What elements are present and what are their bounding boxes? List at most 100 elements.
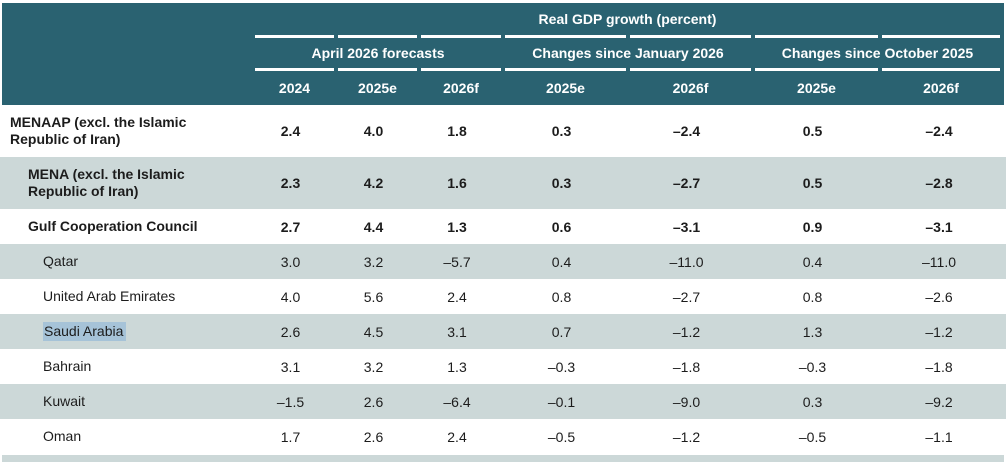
table-row-menaap: MENAAP (excl. the Islamic Republic of Ir… xyxy=(0,105,1006,157)
table-row-kuwait: Kuwait –1.5 2.6 –6.4 –0.1 –9.0 0.3 –9.2 xyxy=(0,384,1006,419)
value-cell: –1.8 xyxy=(672,358,701,375)
value-cell: 4.5 xyxy=(363,323,384,340)
row-label: Saudi Arabia xyxy=(0,321,249,341)
partial-next-row xyxy=(2,455,1004,462)
header-rule-row xyxy=(2,68,1004,71)
value-cell: –3.1 xyxy=(925,218,953,235)
value-cell: 0.6 xyxy=(551,218,572,235)
table-row-saudi-arabia: Saudi Arabia 2.6 4.5 3.1 0.7 –1.2 1.3 –1… xyxy=(0,314,1006,349)
value-cell: –3.1 xyxy=(672,218,701,235)
value-cell: 0.8 xyxy=(551,288,572,305)
rule-spacer xyxy=(2,35,253,38)
value-cell: –2.7 xyxy=(672,175,701,191)
column-header-2024: 2024 xyxy=(278,80,311,96)
value-cell: 3.0 xyxy=(280,253,301,270)
rule-segment xyxy=(338,68,417,71)
value-cell: 0.4 xyxy=(802,253,823,270)
value-cell: 0.5 xyxy=(802,123,823,139)
value-cell: 2.3 xyxy=(280,175,301,191)
column-header-2026f: 2026f xyxy=(443,80,479,96)
value-cell: 2.7 xyxy=(280,218,301,235)
value-cell: 3.1 xyxy=(447,323,467,340)
row-label: Gulf Cooperation Council xyxy=(28,217,198,234)
value-cell: 1.3 xyxy=(447,218,467,235)
value-cell: –2.4 xyxy=(925,123,953,139)
row-label: Oman xyxy=(43,427,82,444)
value-cell: 0.9 xyxy=(802,218,823,235)
row-label: Bahrain xyxy=(43,357,92,374)
value-cell: 4.4 xyxy=(363,218,384,235)
value-cell: –2.6 xyxy=(925,288,953,305)
value-cell: –1.2 xyxy=(672,428,701,445)
value-cell: 0.3 xyxy=(802,393,823,410)
table-title-row: Real GDP growth (percent) xyxy=(2,3,1004,35)
value-cell: –0.1 xyxy=(547,393,576,410)
table-row-qatar: Qatar 3.0 3.2 –5.7 0.4 –11.0 0.4 –11.0 xyxy=(0,244,1006,279)
value-cell: 4.2 xyxy=(363,175,384,191)
value-cell: –1.1 xyxy=(925,428,953,445)
rule-segment xyxy=(421,35,501,38)
value-cell: –0.5 xyxy=(547,428,576,445)
rule-segment xyxy=(630,35,751,38)
row-label: Kuwait xyxy=(43,392,86,409)
row-label: MENA (excl. the Islamic Republic of Iran… xyxy=(28,165,185,200)
value-cell: 2.6 xyxy=(363,428,384,445)
rule-segment xyxy=(505,35,626,38)
value-cell: –2.7 xyxy=(672,288,701,305)
value-cell: –11.0 xyxy=(922,253,956,270)
table-header: Real GDP growth (percent) April 2026 for… xyxy=(2,3,1004,105)
value-cell: –2.4 xyxy=(672,123,701,139)
value-cell: 0.3 xyxy=(551,175,572,191)
year-header-row: 2024 2025e 2026f 2025e 2026f 2025e 2026f xyxy=(2,71,1004,105)
value-cell: 0.4 xyxy=(551,253,572,270)
rule-segment xyxy=(338,35,417,38)
gdp-growth-table: Real GDP growth (percent) April 2026 for… xyxy=(0,3,1006,463)
rule-segment xyxy=(255,35,334,38)
value-cell: 1.3 xyxy=(447,358,467,375)
table-row-mena: MENA (excl. the Islamic Republic of Iran… xyxy=(0,157,1006,209)
value-cell: –1.8 xyxy=(925,358,953,375)
group-header-changes-october: Changes since October 2025 xyxy=(781,45,974,61)
rule-segment xyxy=(882,68,1000,71)
value-cell: 2.4 xyxy=(447,288,467,305)
table-row-gcc: Gulf Cooperation Council 2.7 4.4 1.3 0.6… xyxy=(0,209,1006,244)
value-cell: –9.0 xyxy=(672,393,701,410)
rule-spacer xyxy=(2,68,253,71)
value-cell: 0.3 xyxy=(551,123,572,139)
group-header-april-forecasts: April 2026 forecasts xyxy=(311,45,445,61)
value-cell: 4.0 xyxy=(280,288,301,305)
column-header-2026f: 2026f xyxy=(672,80,709,96)
value-cell: 0.8 xyxy=(802,288,823,305)
table-row-uae: United Arab Emirates 4.0 5.6 2.4 0.8 –2.… xyxy=(0,279,1006,314)
value-cell: 2.4 xyxy=(447,428,467,445)
value-cell: 2.6 xyxy=(363,393,384,410)
value-cell: –1.5 xyxy=(276,393,305,410)
value-cell: 3.2 xyxy=(363,358,384,375)
rule-segment xyxy=(882,35,1000,38)
value-cell: 0.7 xyxy=(551,323,572,340)
value-cell: 1.3 xyxy=(802,323,823,340)
value-cell: 5.6 xyxy=(363,288,384,305)
value-cell: –1.2 xyxy=(925,323,953,340)
rule-segment xyxy=(421,68,501,71)
value-cell: 1.7 xyxy=(280,428,301,445)
rule-segment xyxy=(755,68,878,71)
value-cell: –9.2 xyxy=(925,393,953,410)
table-body: MENAAP (excl. the Islamic Republic of Ir… xyxy=(0,105,1006,454)
value-cell: –0.3 xyxy=(798,358,827,375)
row-label: Qatar xyxy=(43,252,79,269)
column-header-2025e: 2025e xyxy=(546,80,585,96)
rule-segment xyxy=(755,35,878,38)
rule-segment xyxy=(630,68,751,71)
value-cell: 1.8 xyxy=(447,123,467,139)
rule-segment xyxy=(505,68,626,71)
column-header-2026f: 2026f xyxy=(923,80,959,96)
header-rule-row xyxy=(2,35,1004,38)
column-header-2025e: 2025e xyxy=(797,80,836,96)
column-group-row: April 2026 forecasts Changes since Janua… xyxy=(2,38,1004,68)
rule-segment xyxy=(255,68,334,71)
value-cell: 2.4 xyxy=(280,123,301,139)
value-cell: –11.0 xyxy=(669,253,704,270)
value-cell: 0.5 xyxy=(802,175,823,191)
value-cell: 3.2 xyxy=(363,253,384,270)
